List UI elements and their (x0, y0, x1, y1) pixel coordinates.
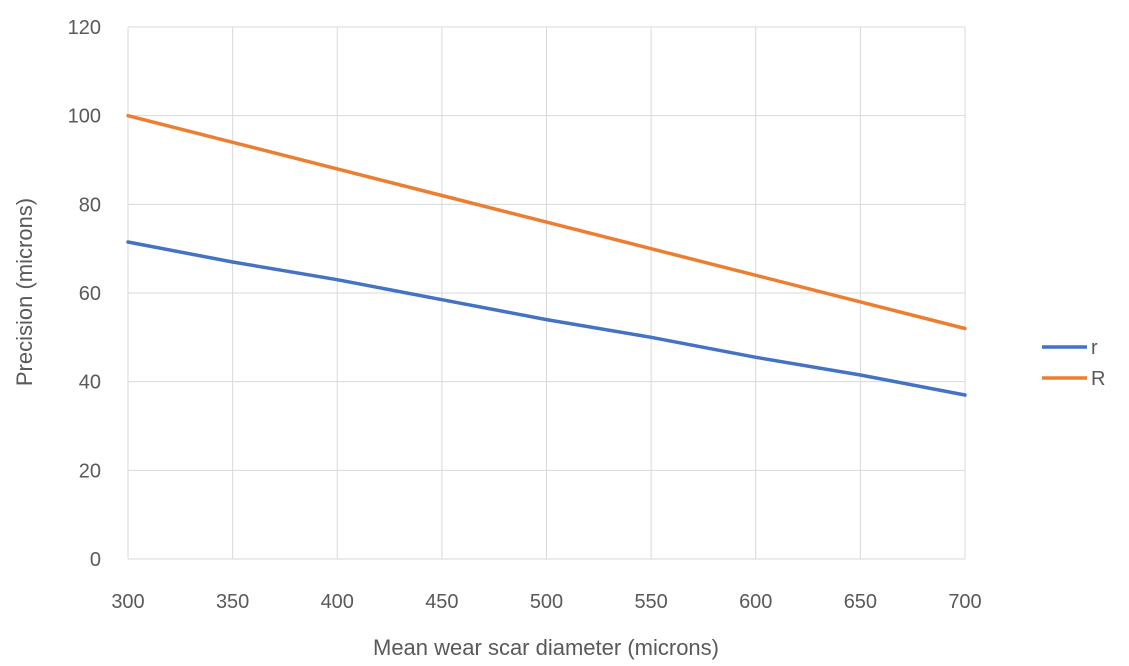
y-tick-label: 100 (68, 106, 101, 128)
y-tick-label: 120 (68, 17, 101, 39)
x-tick-label: 500 (530, 591, 563, 613)
x-tick-label: 300 (111, 591, 144, 613)
x-tick-label: 350 (216, 591, 249, 613)
y-tick-label: 40 (79, 372, 101, 394)
y-axis-title: Precision (microns) (12, 198, 37, 386)
series-line-R (126, 113, 967, 331)
y-tick-label: 0 (90, 549, 101, 571)
x-tick-label: 650 (844, 591, 877, 613)
legend-label-r: r (1091, 337, 1098, 359)
x-tick-label: 600 (739, 591, 772, 613)
series-line-r (126, 240, 967, 397)
x-axis-title: Mean wear scar diameter (microns) (373, 635, 719, 660)
y-tick-label: 60 (79, 283, 101, 305)
x-tick-label: 400 (321, 591, 354, 613)
tick-labels: 300 350 400 450 500 550 600 650 700 0 20 40 60 80 100 1… (68, 17, 982, 613)
grid (127, 26, 966, 560)
x-tick-label: 700 (948, 591, 981, 613)
legend: rR (1042, 337, 1105, 390)
legend-label-R: R (1091, 368, 1105, 390)
x-tick-label: 450 (425, 591, 458, 613)
y-tick-label: 20 (79, 460, 101, 482)
series-lines (126, 113, 967, 397)
x-tick-label: 550 (634, 591, 667, 613)
y-tick-label: 80 (79, 194, 101, 216)
